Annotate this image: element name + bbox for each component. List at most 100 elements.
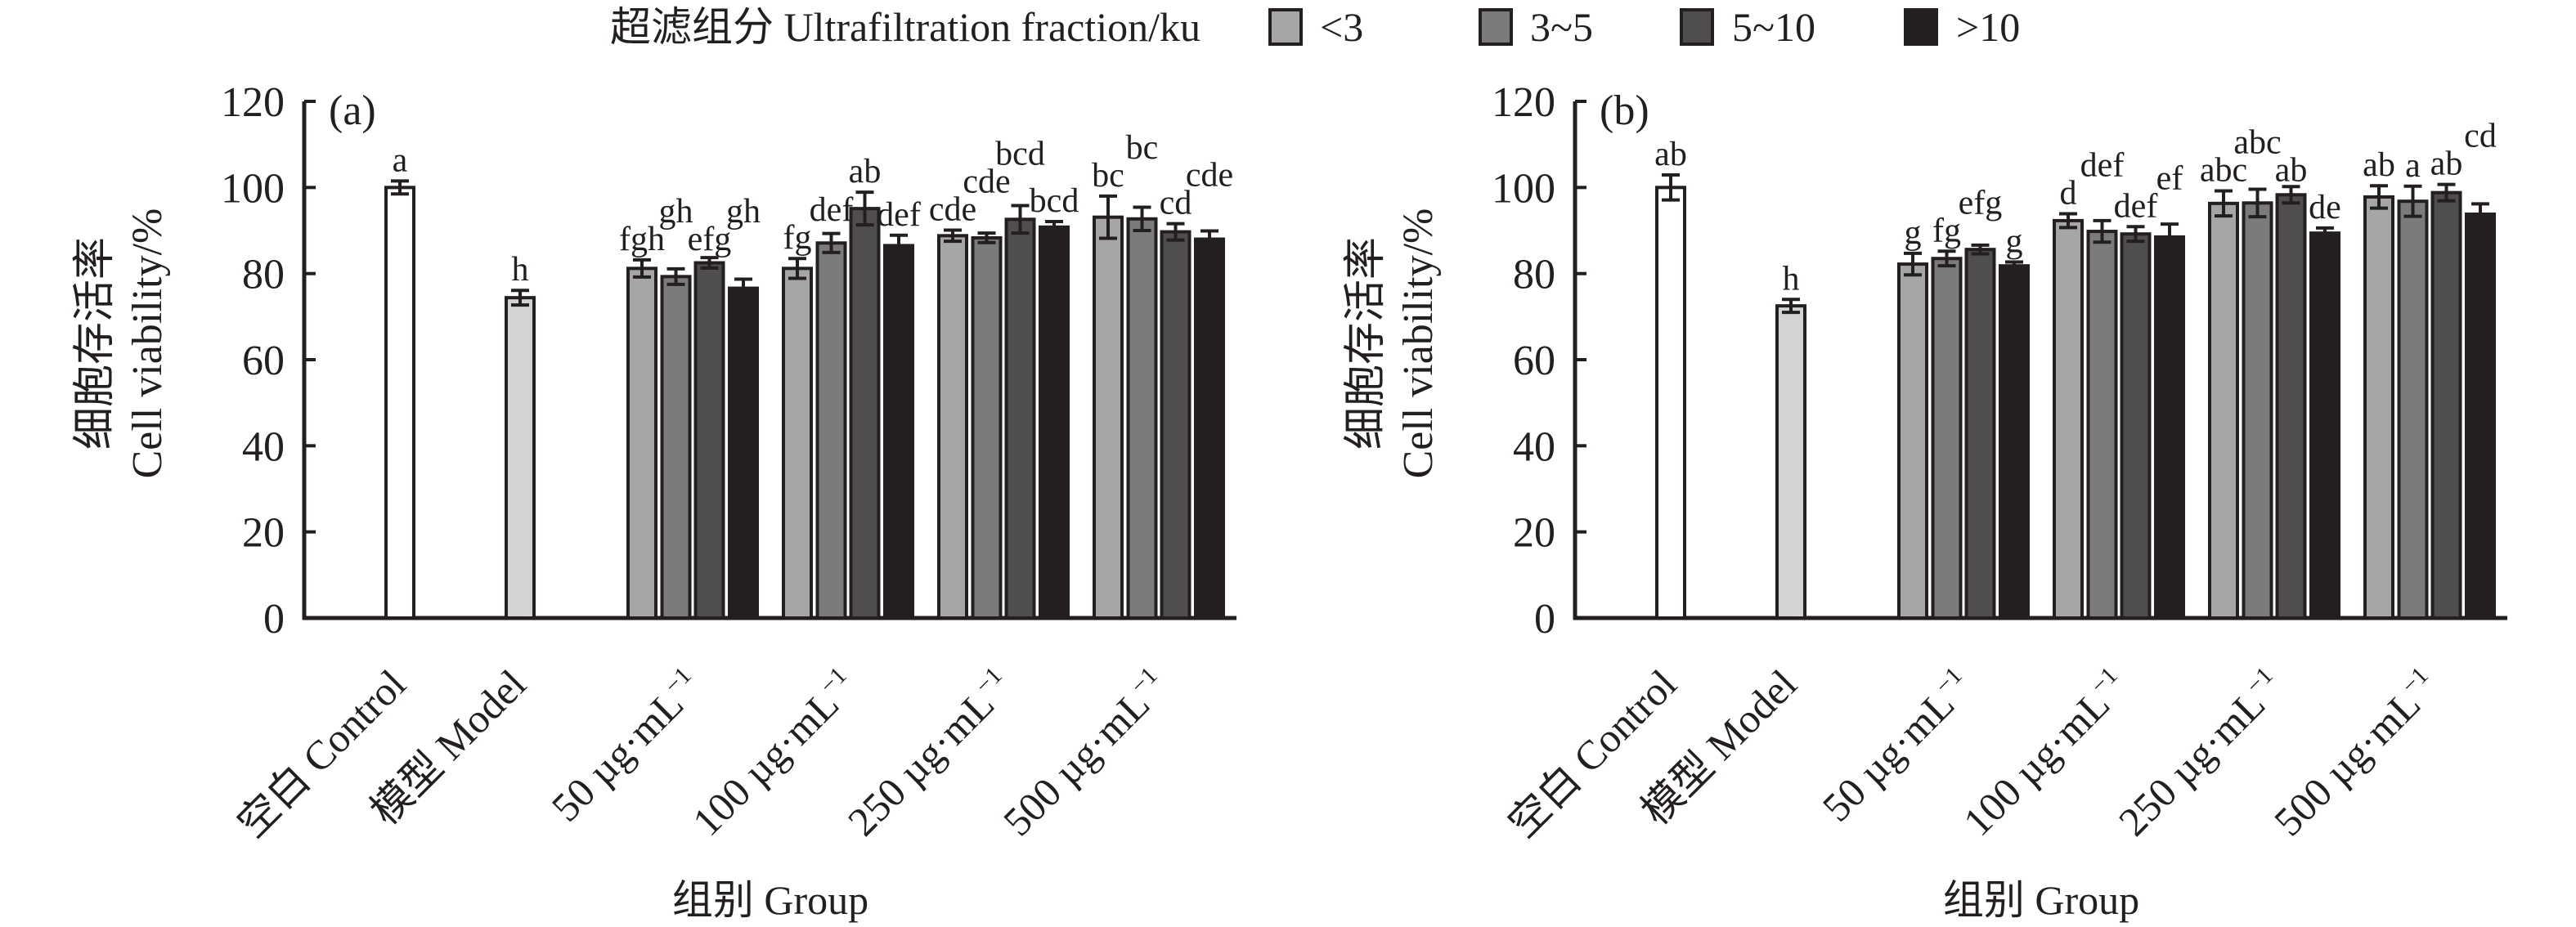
significance-letter: bc — [1126, 129, 1159, 167]
error-bar — [2403, 184, 2422, 218]
significance-letter: cde — [1186, 157, 1233, 195]
category-text: 100 µg·mL — [684, 681, 847, 844]
legend-item-gt10: >10 — [1904, 4, 2020, 50]
x-category-label-50: 50 µg·mL−1 — [1813, 661, 1981, 830]
significance-letter: cd — [1160, 185, 1192, 222]
significance-letter: cde — [963, 163, 1010, 200]
error-bar — [1971, 243, 1990, 256]
bar-500-gt10 — [1194, 237, 1225, 620]
category-text: 50 µg·mL — [1813, 681, 1963, 831]
significance-letter: def — [2114, 187, 2158, 225]
bar-250-3-5 — [971, 235, 1003, 620]
x-category-label-50: 50 µg·mL−1 — [542, 661, 711, 830]
error-bar — [1782, 298, 1800, 315]
significance-letter: bcd — [1030, 182, 1079, 220]
bar-250-gt10 — [2309, 231, 2340, 620]
significance-letter: ab — [1654, 136, 1687, 173]
y-axis-title-cn: 细胞存活率 — [72, 237, 119, 450]
bar-500-lt3 — [2363, 195, 2394, 620]
significance-letter: fg — [1932, 212, 1961, 249]
y-axis-title-en: Cell viability/% — [1395, 208, 1442, 479]
bar-control — [384, 186, 415, 620]
legend-label: <3 — [1320, 4, 1363, 50]
error-bar — [2282, 185, 2300, 205]
x-category-label-500: 500 µg·mL−1 — [2264, 661, 2448, 844]
bar-100-3-5 — [2086, 230, 2118, 620]
y-tick-label: 100 — [221, 165, 285, 212]
error-bar — [944, 228, 962, 244]
category-text: 250 µg·mL — [839, 681, 1003, 844]
legend-swatch — [1268, 8, 1303, 46]
legend-label: >10 — [1956, 4, 2020, 50]
y-tick-label: 20 — [1513, 510, 1555, 557]
panel-a: 0 20 40 60 80 100 120 (a) 细胞存活率 Cell viability/% 组… — [72, 79, 1236, 923]
y-tick-label: 0 — [263, 596, 285, 643]
legend-item-3-5: 3~5 — [1479, 4, 1593, 50]
error-bar — [1904, 251, 1922, 277]
error-bar — [391, 179, 409, 196]
x-category-label-500: 500 µg·mL−1 — [994, 661, 1177, 844]
x-category-label-100: 100 µg·mL−1 — [1954, 661, 2137, 844]
error-bar — [2437, 182, 2456, 203]
significance-letter: bcd — [995, 135, 1045, 172]
error-bar — [1200, 229, 1218, 249]
x-axis-title: 组别 Group — [672, 877, 868, 923]
bar-50-gt10 — [728, 286, 759, 620]
significance-letter: ab — [2430, 146, 2463, 183]
legend-title: 超滤组分 Ultrafiltration fraction/ku — [610, 4, 1200, 50]
error-bar — [2471, 202, 2489, 226]
y-tick-label: 60 — [242, 338, 285, 384]
error-bar — [2248, 187, 2267, 219]
error-bar — [2161, 222, 2179, 252]
bar-250-lt3 — [2208, 201, 2239, 620]
significance-letter: fgh — [619, 221, 665, 258]
y-axis-title-cn: 细胞存活率 — [1343, 237, 1389, 450]
error-bar — [890, 233, 908, 258]
bar-500-5-10 — [1160, 230, 1192, 620]
category-text: 100 µg·mL — [1954, 681, 2118, 844]
y-tick-label: 120 — [221, 79, 285, 126]
significance-letter: abc — [2200, 152, 2247, 190]
x-category-label-100: 100 µg·mL−1 — [683, 661, 866, 844]
y-tick-label: 40 — [1513, 423, 1555, 470]
legend-item-5-10: 5~10 — [1680, 4, 1815, 50]
panel-label: (b) — [1600, 87, 1649, 134]
significance-letter: efg — [688, 221, 732, 258]
error-bar — [977, 231, 996, 244]
significance-letter: d — [2060, 174, 2077, 212]
bar-50-lt3 — [626, 266, 657, 620]
significance-letter: def — [810, 191, 854, 229]
error-bar — [1166, 222, 1185, 242]
legend-label: 3~5 — [1530, 4, 1593, 50]
significance-letter: de — [2309, 189, 2341, 226]
error-bar — [734, 277, 752, 299]
bar-50-lt3 — [1897, 262, 1928, 620]
legend-swatch — [1904, 8, 1938, 46]
bar-50-5-10 — [693, 261, 725, 620]
legend: 超滤组分 Ultrafiltration fraction/ku <3 3~5 … — [610, 4, 2020, 50]
y-tick-label: 100 — [1492, 165, 1555, 212]
bar-100-5-10 — [2120, 232, 2152, 620]
significance-letter: cd — [2464, 118, 2497, 155]
bar-50-5-10 — [1964, 248, 1996, 620]
y-tick-label: 0 — [1534, 596, 1555, 643]
category-text: 250 µg·mL — [2110, 681, 2273, 844]
significance-letter: ab — [849, 153, 882, 190]
y-tick-label: 20 — [242, 510, 285, 557]
bar-250-5-10 — [2275, 193, 2307, 620]
significance-letter: a — [2405, 147, 2421, 185]
bar-100-gt10 — [2154, 235, 2185, 620]
bar-control — [1655, 186, 1686, 620]
error-bar — [822, 231, 841, 254]
bar-500-3-5 — [2397, 199, 2429, 620]
significance-letter: def — [2080, 146, 2125, 184]
y-tick-label: 40 — [242, 423, 285, 470]
bar-250-gt10 — [1039, 225, 1070, 620]
y-tick-label: 120 — [1492, 79, 1555, 126]
error-bar — [511, 289, 529, 307]
significance-letter: def — [877, 196, 921, 234]
bar-500-gt10 — [2465, 212, 2496, 620]
error-bar — [2005, 260, 2023, 271]
bar-100-lt3 — [2053, 218, 2084, 620]
significance-letter: h — [1783, 260, 1800, 298]
